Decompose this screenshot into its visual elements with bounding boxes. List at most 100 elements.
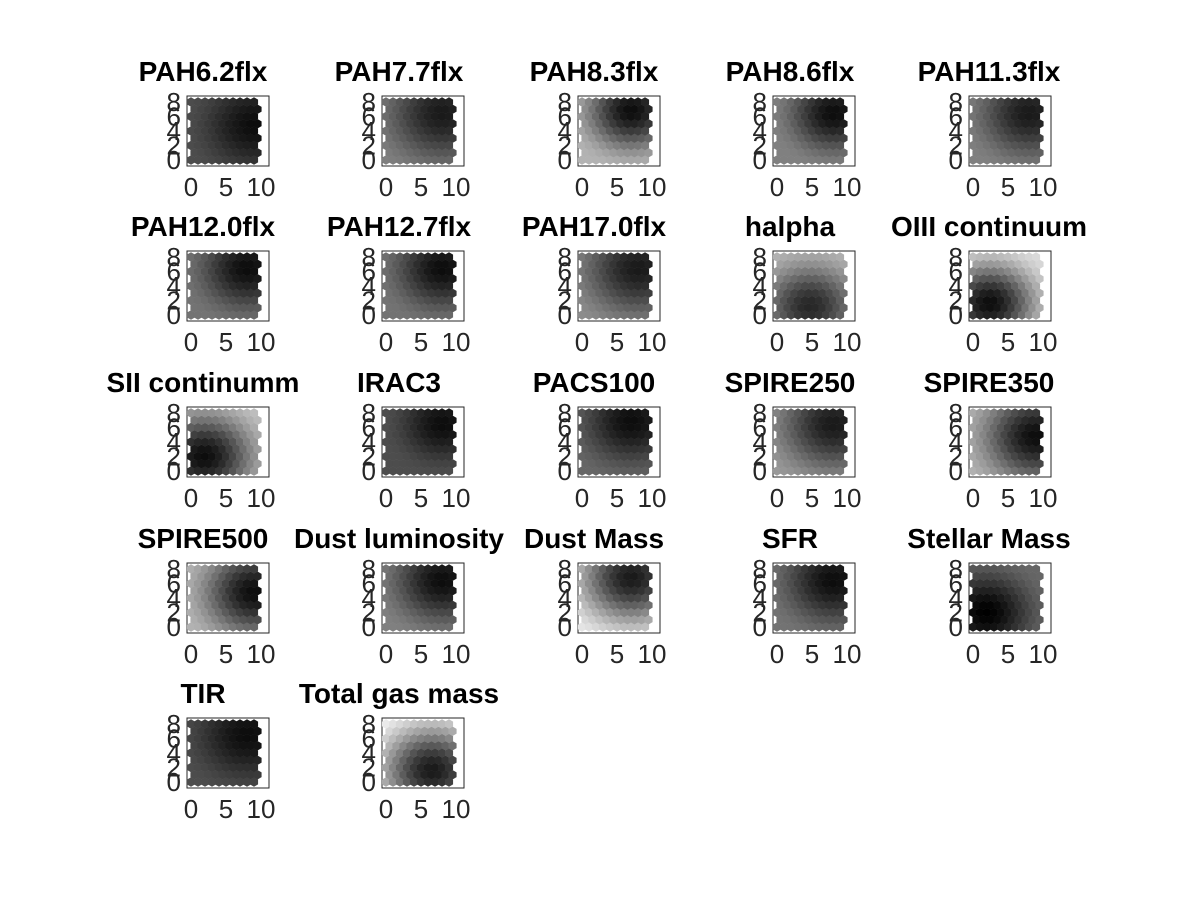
hex-cell: [619, 252, 629, 262]
hex-cell: [1010, 593, 1020, 603]
hex-cell: [416, 266, 426, 277]
hex-cell: [409, 281, 419, 291]
hex-cell: [406, 133, 415, 143]
hex-cell: [434, 119, 443, 129]
hex-cell: [186, 622, 196, 632]
y-tick-label: 6: [753, 257, 767, 287]
hex-cell: [982, 281, 992, 291]
hex-cell: [975, 310, 985, 320]
hex-cell: [1021, 444, 1030, 454]
hex-cell: [434, 444, 443, 454]
hex-cell: [214, 408, 224, 418]
hex-cell: [828, 111, 838, 122]
hex-cell: [204, 741, 213, 751]
hex-cell: [637, 415, 646, 425]
hex-cell: [595, 119, 604, 129]
hex-cell: [637, 571, 646, 581]
hex-cell: [1024, 97, 1034, 107]
hex-cell: [598, 607, 608, 618]
hex-cell: [804, 119, 813, 129]
hex-cell: [214, 252, 224, 262]
y-tick-label: 4: [167, 738, 181, 768]
hex-cell: [242, 564, 252, 574]
hex-cell: [1028, 600, 1037, 610]
hex-cell: [577, 422, 587, 433]
hex-cell: [825, 288, 834, 298]
hex-cell: [825, 303, 834, 313]
hex-cell: [249, 266, 259, 277]
y-tick-label: 6: [167, 569, 181, 599]
hex-cell: [581, 600, 590, 610]
hex-cell: [448, 430, 457, 440]
hex-cell: [584, 140, 594, 151]
hex-cell: [197, 741, 206, 751]
hex-cell: [619, 97, 629, 107]
hex-cell: [619, 111, 629, 122]
hex-cell: [1035, 571, 1044, 581]
hex-cell: [828, 422, 838, 433]
hex-cell: [832, 430, 841, 440]
hex-cell: [1031, 252, 1041, 262]
hex-cell: [605, 140, 615, 151]
hex-cell: [1003, 408, 1013, 418]
hex-cell: [232, 571, 241, 581]
hex-cell: [392, 288, 401, 298]
hex-cell: [242, 97, 252, 107]
hex-cell: [972, 415, 981, 425]
hex-cell: [253, 303, 262, 313]
hex-cell: [986, 444, 995, 454]
hex-cell: [783, 104, 792, 114]
hex-cell: [630, 133, 639, 143]
hex-cell: [605, 266, 615, 277]
hex-cell: [402, 252, 412, 262]
y-tick-label: 4: [949, 271, 963, 301]
hex-cell: [420, 571, 429, 581]
hex-cell: [640, 310, 650, 320]
hex-cell: [644, 274, 653, 284]
hex-cell: [225, 615, 234, 625]
hex-cell: [225, 430, 234, 440]
hex-cell: [972, 148, 981, 158]
hex-cell: [207, 295, 217, 306]
hex-cell: [619, 310, 629, 320]
hex-cell: [402, 578, 412, 589]
hex-cell: [444, 408, 454, 418]
hex-cell: [239, 459, 248, 469]
hex-cell: [395, 593, 405, 603]
hex-cell: [228, 310, 238, 320]
hex-cell: [1028, 133, 1037, 143]
hex-cell: [434, 303, 443, 313]
hex-cell: [427, 615, 436, 625]
hex-cell: [811, 303, 820, 313]
hex-cell: [211, 259, 220, 269]
hex-cell: [972, 600, 981, 610]
hex-cell: [186, 408, 196, 418]
hex-cell: [783, 133, 792, 143]
hex-cell: [790, 444, 799, 454]
hex-cell: [242, 422, 252, 433]
hex-cell: [402, 97, 412, 107]
hex-cell: [825, 259, 834, 269]
hex-cell: [406, 104, 415, 114]
hex-cell: [211, 586, 220, 596]
hex-cell: [612, 295, 622, 306]
hex-cell: [619, 622, 629, 632]
hex-cell: [595, 288, 604, 298]
hex-cell: [239, 586, 248, 596]
hex-cell: [626, 266, 636, 277]
hex-cell: [989, 422, 999, 433]
hex-cell: [221, 578, 231, 589]
hex-cell: [197, 755, 206, 765]
hex-cell: [793, 281, 803, 291]
hex-cell: [200, 266, 210, 277]
hex-cell: [644, 571, 653, 581]
hex-cell: [797, 104, 806, 114]
hex-cell: [588, 133, 597, 143]
y-tick-label: 4: [558, 271, 572, 301]
hex-cell: [214, 578, 224, 589]
hex-cell: [630, 288, 639, 298]
hex-cell: [1003, 451, 1013, 462]
hex-cell: [249, 762, 259, 773]
hex-cell: [242, 762, 252, 773]
